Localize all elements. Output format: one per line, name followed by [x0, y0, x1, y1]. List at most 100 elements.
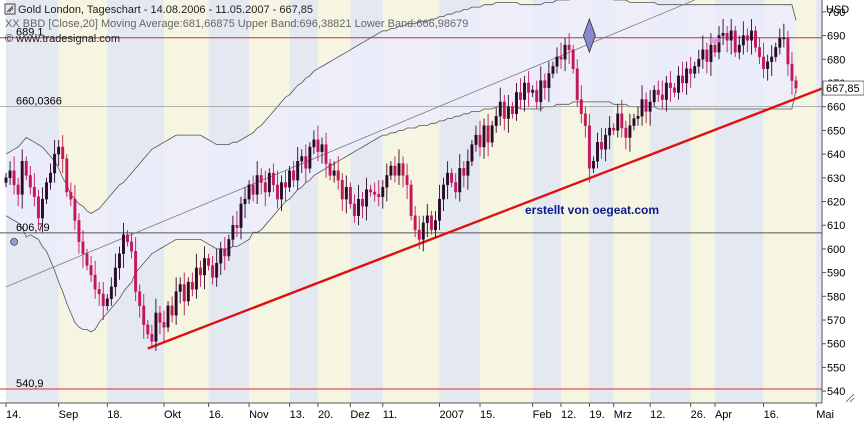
- candle-body: [523, 82, 527, 100]
- candle-body: [41, 198, 44, 219]
- candle-body: [288, 170, 292, 188]
- candle-body: [705, 49, 709, 62]
- last-price-box: [822, 80, 864, 96]
- candle-body: [239, 203, 243, 228]
- candle-body: [332, 170, 336, 176]
- candle-body: [89, 265, 93, 276]
- candle-body: [685, 68, 689, 84]
- candle-body: [701, 49, 705, 60]
- start-marker: [10, 237, 18, 246]
- y-tick-label: 700: [827, 7, 845, 19]
- candle-body: [502, 101, 506, 119]
- candle-body: [113, 267, 117, 288]
- candle-body: [571, 49, 575, 69]
- level-label: 660,0366: [16, 96, 62, 108]
- candle-body: [579, 99, 583, 114]
- trend-lines: [5, 0, 839, 350]
- window-icon[interactable]: [4, 3, 16, 15]
- candle-body: [620, 113, 624, 129]
- last-price-label: 667,85: [826, 83, 860, 95]
- candle-body: [336, 170, 340, 181]
- candle-body: [470, 144, 474, 162]
- candle-body: [65, 158, 69, 193]
- candle-body: [61, 146, 65, 160]
- candle-body: [429, 215, 433, 231]
- candle-body: [563, 44, 567, 60]
- chart-title: Gold London, Tageschart - 14.08.2006 - 1…: [18, 4, 313, 16]
- candle-body: [762, 56, 766, 69]
- candle-body: [490, 125, 494, 143]
- x-tick-label: 13.: [290, 409, 305, 421]
- candle-body: [766, 61, 770, 69]
- candle-body: [442, 184, 445, 200]
- candle-body: [373, 191, 377, 195]
- candle-body: [648, 101, 652, 112]
- x-tick-label: Mrz: [614, 409, 632, 421]
- y-tick-label: 560: [827, 339, 845, 351]
- candle-body: [109, 286, 113, 299]
- candle-body: [709, 44, 713, 62]
- upper-channel-line: [5, 0, 695, 288]
- candle-body: [725, 32, 729, 41]
- candle-body: [150, 334, 154, 342]
- chart-labels: Gold London, Tageschart - 14.08.2006 - 1…: [5, 4, 849, 217]
- candle-body: [673, 87, 676, 93]
- candle-body: [170, 305, 174, 316]
- x-tick-label: 20.: [318, 409, 333, 421]
- x-tick-label: 12.: [561, 409, 576, 421]
- x-tick-label: 26.: [691, 409, 706, 421]
- candle-body: [93, 274, 97, 290]
- candle-body: [721, 32, 725, 36]
- time-axis-panel: [0, 403, 864, 425]
- candle-body: [421, 222, 425, 240]
- candle-body: [247, 184, 251, 200]
- candle-body: [608, 127, 612, 136]
- y-tick-label: 630: [827, 173, 845, 185]
- y-tick-label: 600: [827, 244, 845, 256]
- candle-body: [320, 144, 324, 152]
- candle-body: [624, 127, 628, 138]
- level-label: 606,79: [16, 222, 50, 234]
- candle-body: [308, 146, 312, 169]
- x-tick-label: Mai: [816, 409, 834, 421]
- candle-body: [689, 68, 693, 74]
- candle-body: [758, 47, 761, 58]
- candle-body: [547, 73, 551, 88]
- resize-grip-icon[interactable]: [845, 393, 855, 403]
- candle-body: [348, 187, 352, 205]
- candle-body: [401, 163, 405, 176]
- level-label: 689,1: [16, 27, 44, 39]
- candle-body: [369, 189, 373, 193]
- candle-body: [478, 134, 482, 148]
- candle-body: [405, 175, 409, 186]
- candle-body: [616, 113, 620, 131]
- candle-body: [361, 198, 364, 207]
- candle-body: [778, 37, 782, 48]
- candle-body: [194, 267, 198, 290]
- candle-body: [259, 175, 263, 183]
- candle-body: [275, 184, 279, 200]
- candle-body: [754, 30, 757, 48]
- candle-body: [162, 322, 166, 328]
- x-tick-label: 12.: [650, 409, 665, 421]
- candle-body: [551, 66, 555, 74]
- candle-body: [134, 251, 138, 292]
- candle-body: [312, 139, 316, 148]
- x-tick-label: 15.: [480, 409, 495, 421]
- candle-body: [263, 182, 267, 193]
- candle-body: [717, 35, 721, 53]
- candle-body: [790, 63, 794, 81]
- x-tick-label: 11.: [383, 409, 397, 421]
- y-tick-label: 680: [827, 54, 845, 66]
- support-trendline: [147, 81, 839, 350]
- candle-body: [531, 89, 535, 93]
- candle-body: [713, 44, 717, 53]
- candle-body: [223, 248, 227, 257]
- x-tick-label: Apr: [715, 409, 732, 421]
- candle-body: [243, 198, 247, 205]
- candle-body: [267, 172, 271, 193]
- candle-body: [166, 305, 170, 328]
- candle-body: [215, 262, 219, 278]
